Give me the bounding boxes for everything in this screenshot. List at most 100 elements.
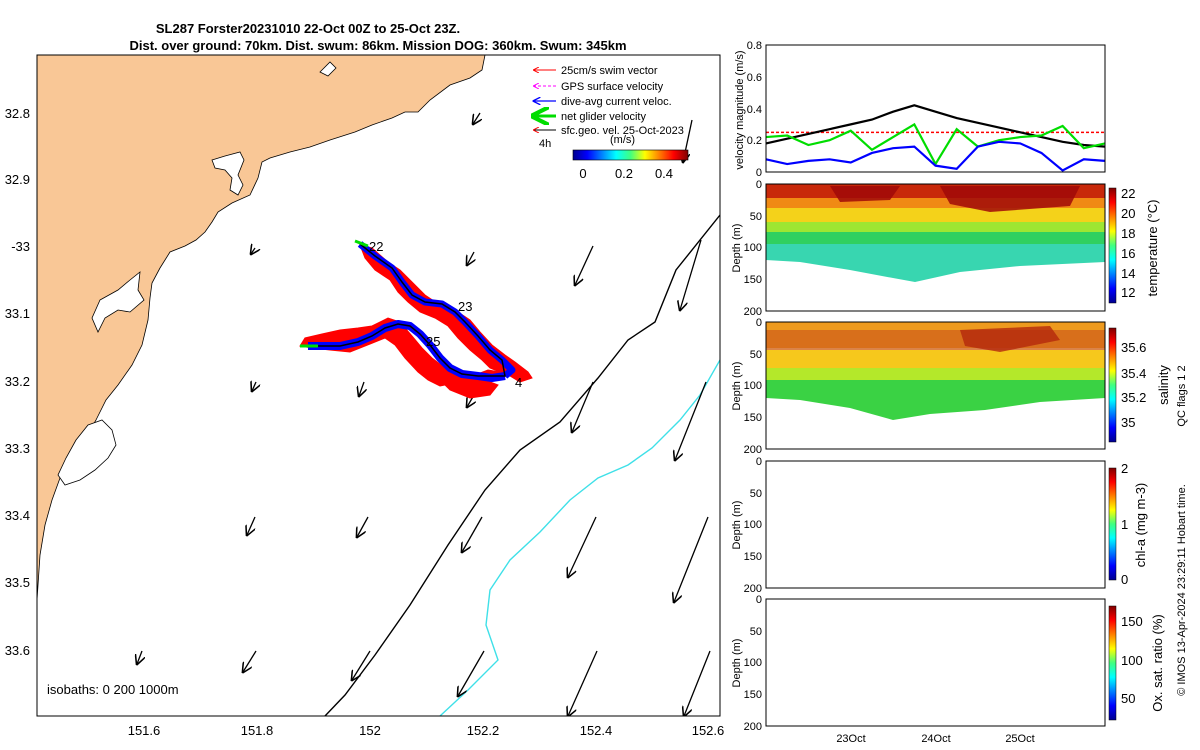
temperature-y-label: Depth (m): [731, 224, 743, 273]
geo-arrow: [352, 650, 371, 680]
legend-gps-velocity-label: GPS surface velocity: [561, 81, 664, 93]
day-label-24: 4: [515, 375, 522, 390]
velocity-y-tick: 0.4: [747, 104, 762, 116]
temperature-colorbar-tick: 16: [1121, 246, 1135, 261]
isobath-label: isobaths: 0 200 1000m: [47, 682, 179, 697]
depth-tick: 200: [744, 583, 762, 595]
speed-colorbar-tick: 0: [579, 166, 586, 181]
temperature-warm-core: [830, 186, 1080, 212]
legend-dive-avg-label: dive-avg current veloc.: [561, 96, 672, 108]
temperature-colorbar-ticks: 22 20 18 16 14 12: [1121, 186, 1135, 300]
oxygen-colorbar-tick: 100: [1121, 653, 1143, 668]
time-axis: 23Oct 24Oct 25Oct: [836, 733, 1034, 745]
lon-tick-label: 152.4: [580, 723, 613, 738]
geo-arrow: [357, 516, 369, 537]
chla-colorbar-tick: 2: [1121, 461, 1128, 476]
geo-arrow: [252, 382, 256, 391]
depth-tick: 100: [744, 380, 762, 392]
salinity-band-5: [766, 380, 1105, 420]
isobath-200: [324, 214, 720, 716]
geo-arrow: [568, 516, 597, 577]
velocity-plot-area: [765, 104, 1106, 172]
depth-tick: 0: [756, 594, 762, 606]
depth-tick: 0: [756, 317, 762, 329]
geo-arrow: [572, 381, 594, 432]
velocity-y-tick: 0.8: [747, 40, 762, 52]
depth-tick: 50: [750, 626, 762, 638]
geo-arrow: [462, 516, 483, 552]
chla-y-label: Depth (m): [731, 501, 743, 550]
geo-arrow: [359, 381, 364, 396]
velocity-y-tick: 0.2: [747, 135, 762, 147]
geo-arrow: [467, 251, 474, 265]
legend-geo-velocity-label: sfc.geo. vel. 25-Oct-2023: [561, 125, 684, 137]
geo-arrow: [137, 650, 142, 664]
map-axes: [36, 54, 721, 717]
chla-panel: 0 50 100 150 200 Depth (m) 2 1 0 chl-a (…: [731, 456, 1148, 595]
legend-swim-vector-label: 25cm/s swim vector: [561, 65, 658, 77]
oxygen-panel: 0 50 100 150 200 Depth (m) 150 100 50 Ox…: [731, 594, 1165, 745]
depth-tick: 100: [744, 242, 762, 254]
geo-arrow: [568, 650, 598, 716]
depth-tick: 50: [750, 211, 762, 223]
depth-tick: 150: [744, 412, 762, 424]
velocity-panel: 0 0.2 0.4 0.6 0.8 velocity magnitude (m/…: [734, 40, 1106, 179]
swim-vector-fringe-lower: [434, 371, 499, 399]
salinity-y-axis: 0 50 100 150 200: [744, 317, 762, 456]
velocity-series-line-2: [765, 122, 1106, 167]
map-panel: 22 23 25 4 32.8 32.9 -33 33.1 33.2 33.3 …: [5, 54, 725, 738]
chla-colorbar-tick: 0: [1121, 572, 1128, 587]
salinity-panel: 0 50 100 150 200 Depth (m) 35.6 35.4 35.…: [731, 317, 1171, 456]
speed-colorbar-gradient: [572, 149, 689, 161]
lake-3: [57, 419, 117, 486]
velocity-y-tick: 0.6: [747, 72, 762, 84]
lat-tick-label: 33.2: [5, 374, 30, 389]
lon-tick-label: 151.8: [241, 723, 274, 738]
oxygen-colorbar-tick: 50: [1121, 691, 1135, 706]
qc-flags-label: QC flags 1 2: [1176, 365, 1188, 426]
footer-credit: © IMOS 13-Apr-2024 23:29:11 Hobart time.: [1176, 484, 1188, 696]
geo-arrow: [684, 650, 711, 716]
temperature-colorbar-tick: 18: [1121, 226, 1135, 241]
salinity-colorbar-label: salinity: [1156, 365, 1171, 405]
depth-tick: 0: [756, 456, 762, 468]
geo-arrow: [473, 112, 480, 124]
lat-tick-label: 33.6: [5, 643, 30, 658]
geo-arrow: [675, 381, 707, 460]
time-tick-label: 25Oct: [1005, 733, 1034, 745]
salinity-colorbar: [1108, 327, 1117, 443]
temperature-colorbar-tick: 12: [1121, 285, 1135, 300]
salinity-colorbar-tick: 35.6: [1121, 340, 1146, 355]
geo-arrow: [243, 650, 257, 672]
velocity-series-line-3: [765, 140, 1106, 172]
chla-colorbar-label: chl-a (mg m-3): [1133, 483, 1148, 568]
oxygen-colorbar: [1108, 605, 1117, 721]
salinity-max-core: [960, 326, 1060, 352]
velocity-series-line-1: [765, 104, 1106, 148]
salinity-axes: [765, 321, 1106, 450]
chla-axes: [765, 460, 1106, 589]
inlet-1: [319, 61, 337, 77]
lat-axis: 32.8 32.9 -33 33.1 33.2 33.3 33.4 33.5 3…: [5, 106, 30, 658]
geo-arrow: [674, 516, 709, 602]
day-label-23: 23: [458, 299, 472, 314]
lat-tick-label: 33.5: [5, 575, 30, 590]
oxygen-axes: [765, 598, 1106, 727]
speed-colorbar: 4h (m/s) 0 0.2 0.4: [539, 134, 689, 181]
depth-tick: 200: [744, 721, 762, 733]
temperature-field: [766, 184, 1105, 282]
net-velocity-end: [354, 239, 369, 248]
temperature-band-6: [766, 244, 1105, 282]
velocity-y-label: velocity magnitude (m/s): [734, 50, 746, 169]
depth-tick: 0: [756, 179, 762, 191]
lon-tick-label: 152.6: [692, 723, 725, 738]
speed-colorbar-tick: 0.2: [615, 166, 633, 181]
oxygen-colorbar-label: Ox. sat. ratio (%): [1150, 614, 1165, 712]
temperature-colorbar-tick: 14: [1121, 266, 1135, 281]
oxygen-y-axis: 0 50 100 150 200: [744, 594, 762, 733]
lake-1: [211, 151, 245, 196]
temperature-colorbar: [1108, 187, 1117, 304]
temperature-colorbar-tick: 20: [1121, 206, 1135, 221]
geo-arrow: [680, 239, 702, 310]
salinity-colorbar-tick: 35: [1121, 415, 1135, 430]
